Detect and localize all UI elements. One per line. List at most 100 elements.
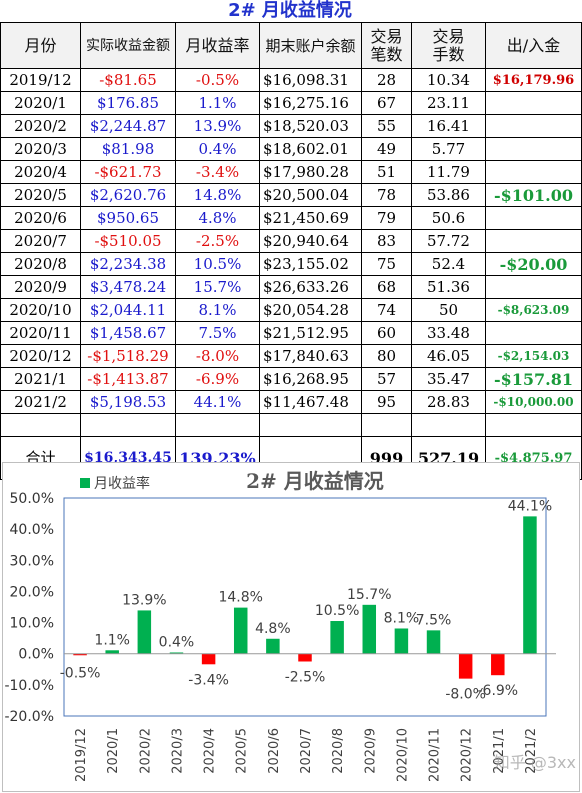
balance-cell: $20,054.28 bbox=[259, 298, 362, 322]
bar bbox=[394, 628, 409, 654]
rate-cell: -3.4% bbox=[175, 160, 260, 184]
data-label: 4.8% bbox=[255, 621, 291, 637]
rate-cell: 10.5% bbox=[175, 252, 260, 276]
bar bbox=[330, 621, 344, 654]
x-tick-label: 2020/10 bbox=[395, 728, 410, 782]
lots-cell: 23.11 bbox=[411, 91, 486, 115]
balance-cell: $26,633.26 bbox=[259, 275, 362, 299]
month-cell: 2020/2 bbox=[0, 114, 81, 138]
table-row: 2020/1 $176.85 1.1% $16,275.16 67 23.11 bbox=[0, 91, 582, 115]
month-cell: 2020/1 bbox=[0, 91, 81, 115]
bar bbox=[233, 607, 248, 654]
trades-cell: 57 bbox=[361, 367, 412, 391]
y-tick-label: 20.0% bbox=[10, 584, 54, 600]
lots-cell: 53.86 bbox=[411, 183, 486, 207]
bar bbox=[201, 653, 216, 665]
month-cell: 2020/5 bbox=[0, 183, 81, 207]
x-tick-label: 2020/9 bbox=[363, 728, 378, 774]
month-cell: 2019/12 bbox=[0, 68, 81, 92]
x-tick-label: 2020/4 bbox=[203, 728, 218, 774]
bar bbox=[266, 638, 280, 654]
inout-cell bbox=[485, 321, 582, 345]
rate-cell: 13.9% bbox=[175, 114, 260, 138]
rate-cell: 8.1% bbox=[175, 298, 260, 322]
rate-cell: -8.0% bbox=[175, 344, 260, 368]
profit-cell: $5,198.53 bbox=[80, 390, 176, 414]
x-tick-label: 2020/5 bbox=[235, 728, 250, 774]
trades-cell: 95 bbox=[361, 390, 412, 414]
rate-cell: 4.8% bbox=[175, 206, 260, 230]
table-row: 2020/2 $2,244.87 13.9% $18,520.03 55 16.41 bbox=[0, 114, 582, 138]
trades-cell: 49 bbox=[361, 137, 412, 161]
month-cell: 2020/6 bbox=[0, 206, 81, 230]
profit-cell: $2,234.38 bbox=[80, 252, 176, 276]
lots-cell: 46.05 bbox=[411, 344, 486, 368]
data-label: -2.5% bbox=[285, 670, 326, 686]
lots-cell: 50 bbox=[411, 298, 486, 322]
trades-cell: 79 bbox=[361, 206, 412, 230]
balance-cell: $11,467.48 bbox=[259, 390, 362, 414]
balance-cell: $20,500.04 bbox=[259, 183, 362, 207]
lots-cell: 35.47 bbox=[411, 367, 486, 391]
bar bbox=[105, 650, 119, 654]
bar bbox=[298, 653, 312, 662]
table-body: 2019/12 -$81.65 -0.5% $16,098.31 28 10.34 $16,… bbox=[0, 68, 582, 414]
x-tick-label: 2020/6 bbox=[267, 728, 282, 774]
lots-cell: 5.77 bbox=[411, 137, 486, 161]
inout-cell bbox=[485, 206, 582, 230]
data-label: -8.0% bbox=[445, 687, 486, 703]
profit-cell: -$510.05 bbox=[80, 229, 176, 253]
inout-cell bbox=[485, 229, 582, 253]
y-tick-label: 0.0% bbox=[18, 647, 54, 663]
lots-cell: 51.36 bbox=[411, 275, 486, 299]
table-row: 2020/3 $81.98 0.4% $18,602.01 49 5.77 bbox=[0, 137, 582, 161]
y-tick-label: 40.0% bbox=[10, 522, 54, 538]
y-tick-label: 50.0% bbox=[10, 491, 54, 507]
y-tick-label: -10.0% bbox=[4, 678, 54, 694]
data-label: 10.5% bbox=[315, 603, 359, 619]
table-row: 2020/8 $2,234.38 10.5% $23,155.02 75 52.4 -$20… bbox=[0, 252, 582, 276]
inout-cell: -$2,154.03 bbox=[485, 344, 582, 368]
lots-cell: 16.41 bbox=[411, 114, 486, 138]
lots-cell: 11.79 bbox=[411, 160, 486, 184]
balance-cell: $16,098.31 bbox=[259, 68, 362, 92]
month-cell: 2021/2 bbox=[0, 390, 81, 414]
data-label: 1.1% bbox=[94, 632, 130, 648]
rate-cell: 1.1% bbox=[175, 91, 260, 115]
month-cell: 2020/12 bbox=[0, 344, 81, 368]
table-row: 2020/11 $1,458.67 7.5% $21,512.95 60 33.48 bbox=[0, 321, 582, 345]
x-tick-label: 2020/3 bbox=[170, 728, 185, 774]
trades-cell: 74 bbox=[361, 298, 412, 322]
balance-cell: $16,275.16 bbox=[259, 91, 362, 115]
profit-cell: -$621.73 bbox=[80, 160, 176, 184]
bar bbox=[73, 653, 87, 656]
data-label: 0.4% bbox=[159, 634, 195, 650]
header-rate: 月收益率 bbox=[175, 22, 260, 69]
rate-cell: 44.1% bbox=[175, 390, 260, 414]
balance-cell: $18,602.01 bbox=[259, 137, 362, 161]
header-balance: 期末账户余额 bbox=[259, 22, 362, 69]
inout-cell: -$20.00 bbox=[485, 252, 582, 276]
x-tick-label: 2021/1 bbox=[492, 728, 507, 774]
profit-cell: $2,620.76 bbox=[80, 183, 176, 207]
balance-cell: $17,980.28 bbox=[259, 160, 362, 184]
balance-cell: $18,520.03 bbox=[259, 114, 362, 138]
y-tick-label: 30.0% bbox=[10, 553, 54, 569]
watermark-text: 知乎 @3xx bbox=[494, 753, 576, 772]
rate-cell: 15.7% bbox=[175, 275, 260, 299]
profit-cell: -$1,413.87 bbox=[80, 367, 176, 391]
plot-area-border bbox=[63, 497, 547, 717]
lots-cell: 10.34 bbox=[411, 68, 486, 92]
balance-cell: $16,268.95 bbox=[259, 367, 362, 391]
data-label: -6.9% bbox=[477, 683, 518, 699]
inout-cell bbox=[485, 160, 582, 184]
x-tick-label: 2021/2 bbox=[524, 728, 539, 774]
bar bbox=[137, 610, 152, 654]
balance-cell: $21,450.69 bbox=[259, 206, 362, 230]
table-row: 2021/2 $5,198.53 44.1% $11,467.48 95 28.83 -$1… bbox=[0, 390, 582, 414]
monthly-return-chart: -20.0% -10.0% 0.0% 10.0% 20.0% 30.0% 40.0% 50.0… bbox=[2, 462, 580, 792]
rate-cell: -2.5% bbox=[175, 229, 260, 253]
chart-frame bbox=[2, 462, 580, 792]
returns-grid: 月份 实际收益金额 月收益率 期末账户余额 交易 笔数 交易 手数 出/入金 201… bbox=[0, 22, 582, 480]
trades-cell: 60 bbox=[361, 321, 412, 345]
